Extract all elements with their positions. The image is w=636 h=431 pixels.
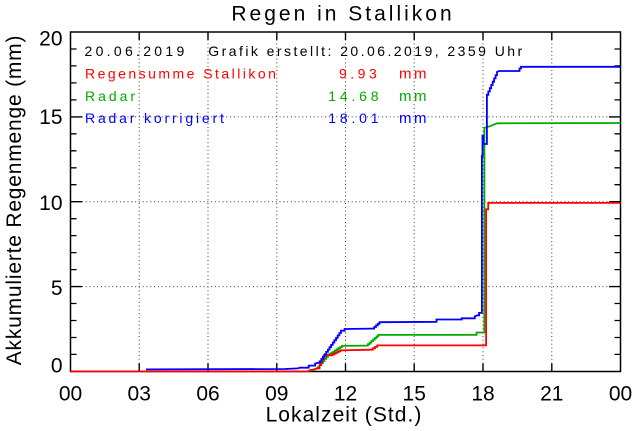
svg-text:Akkumulierte Regenmenge (mm): Akkumulierte Regenmenge (mm): [3, 35, 26, 366]
svg-text:12: 12: [334, 383, 357, 406]
svg-text:9.93: 9.93: [339, 65, 380, 81]
svg-text:18.01: 18.01: [328, 110, 382, 126]
svg-text:00: 00: [609, 383, 632, 406]
svg-text:20: 20: [39, 28, 62, 51]
svg-text:21: 21: [540, 383, 563, 406]
svg-text:mm: mm: [399, 110, 429, 127]
svg-text:Regen in Stallikon: Regen in Stallikon: [231, 3, 454, 26]
svg-text:5: 5: [51, 277, 63, 300]
svg-text:mm: mm: [399, 88, 429, 105]
svg-text:Radar: Radar: [85, 88, 138, 104]
svg-text:09: 09: [265, 383, 288, 406]
svg-text:10: 10: [39, 192, 62, 215]
svg-text:Lokalzeit (Std.): Lokalzeit (Std.): [266, 404, 423, 427]
svg-text:Regensumme Stallikon: Regensumme Stallikon: [85, 65, 278, 81]
svg-text:18: 18: [471, 383, 494, 406]
svg-text:Grafik erstellt: 20.06.2019, 2: Grafik erstellt: 20.06.2019, 2359 Uhr: [208, 43, 524, 59]
svg-text:0: 0: [51, 355, 63, 378]
svg-text:15: 15: [403, 383, 426, 406]
svg-text:20.06.2019: 20.06.2019: [85, 43, 188, 59]
svg-text:mm: mm: [399, 65, 429, 82]
svg-text:03: 03: [128, 383, 151, 406]
svg-text:06: 06: [196, 383, 219, 406]
svg-text:14.68: 14.68: [328, 88, 382, 104]
svg-text:00: 00: [59, 383, 82, 406]
svg-text:Radar korrigiert: Radar korrigiert: [85, 110, 227, 126]
svg-text:15: 15: [39, 106, 62, 129]
